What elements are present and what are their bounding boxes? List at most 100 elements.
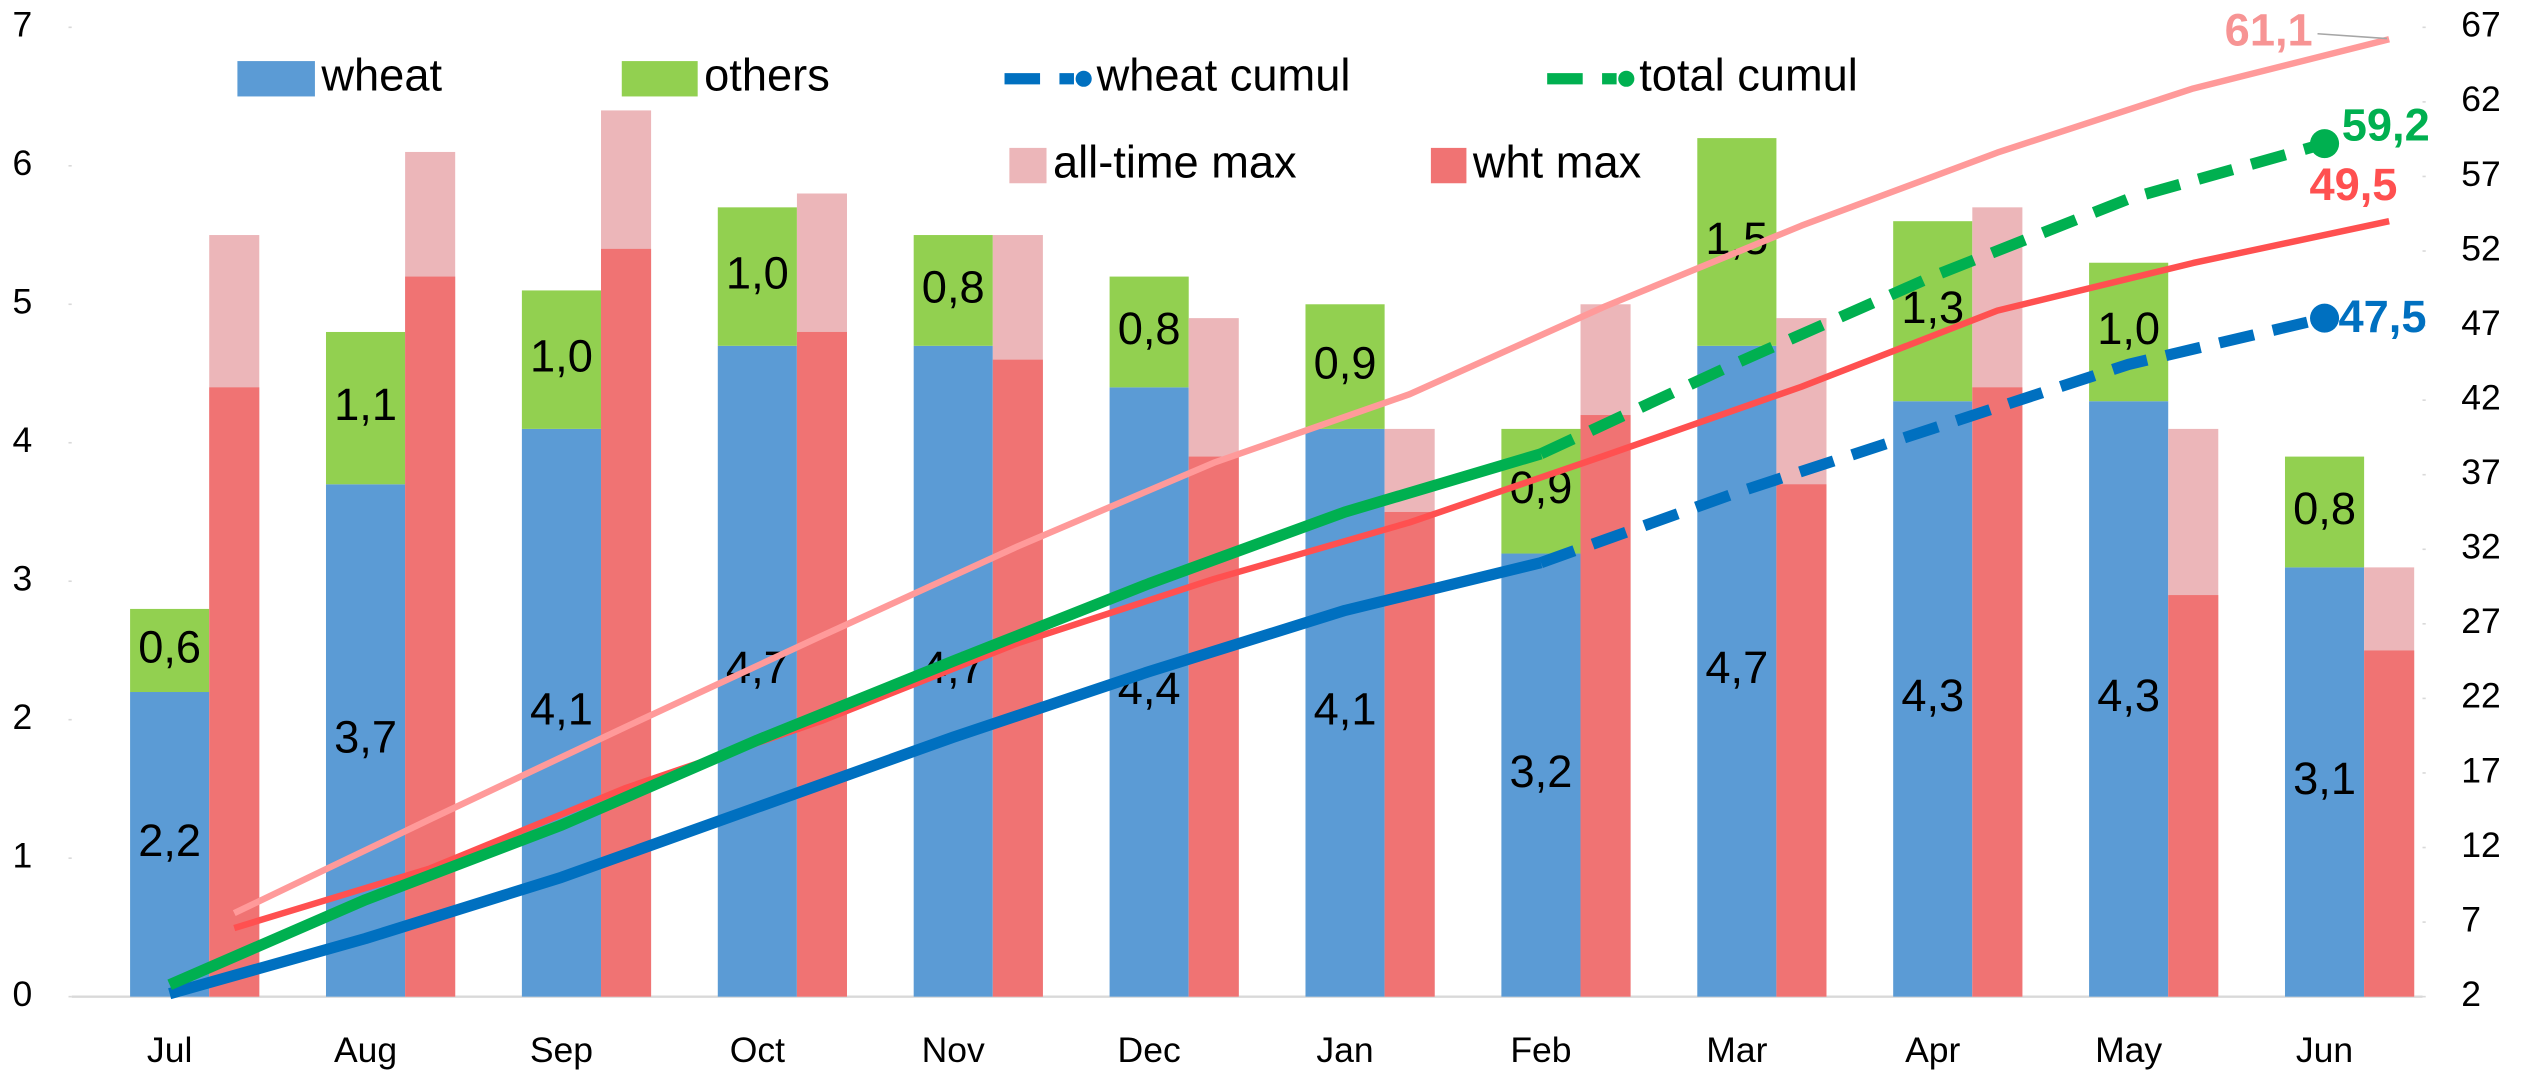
- y2-tick-label: 2: [2461, 974, 2481, 1014]
- legend-swatch: [621, 61, 698, 97]
- data-label: 4,7: [1705, 642, 1768, 693]
- x-tick-label: Jan: [1316, 1030, 1373, 1070]
- bar: [521, 290, 602, 429]
- data-label: 3,7: [334, 711, 397, 762]
- data-label: 4,1: [1314, 684, 1377, 735]
- bar: [2089, 401, 2169, 997]
- x-tick-label: Mar: [1706, 1030, 1767, 1070]
- legend-label: all-time max: [1053, 137, 1297, 188]
- y2-tick-label: 27: [2461, 601, 2501, 641]
- legend-label: wheat cumul: [1096, 50, 1351, 101]
- data-label: 1,5: [1705, 213, 1768, 264]
- bar: [1893, 401, 1973, 997]
- bar: [1972, 387, 2023, 997]
- legend-swatch: [1009, 147, 1047, 184]
- bar: [913, 235, 993, 346]
- bar: [992, 359, 1043, 997]
- line: [232, 36, 2390, 917]
- legend-swatch: [1618, 70, 1635, 87]
- y2-tick-label: 62: [2461, 79, 2501, 119]
- legend-label: total cumul: [1639, 50, 1858, 101]
- bar: [1188, 456, 1239, 997]
- data-label: 1,0: [2097, 303, 2160, 354]
- x-tick-label: Nov: [922, 1030, 985, 1070]
- annotation: 61,1: [2225, 5, 2313, 56]
- data-label: 3,1: [2293, 753, 2356, 804]
- y2-tick-label: 47: [2461, 303, 2501, 343]
- bar: [325, 331, 406, 485]
- bar: [796, 331, 847, 997]
- line: [1538, 138, 2327, 459]
- y-tick-label: 2: [13, 697, 33, 737]
- x-tick-label: Jun: [2296, 1030, 2353, 1070]
- bar: [1580, 415, 1631, 997]
- data-label: 0,9: [1314, 338, 1377, 389]
- legend-label: others: [704, 50, 830, 101]
- bar: [1109, 276, 1189, 388]
- data-label: 4,3: [1901, 670, 1964, 721]
- leader-line: [2317, 32, 2388, 40]
- bar: [405, 276, 456, 997]
- y2-tick-label: 67: [2461, 5, 2501, 45]
- annotation: 49,5: [2309, 159, 2397, 210]
- line: [1539, 312, 2326, 568]
- bar: [2168, 595, 2219, 997]
- annotation: 47,5: [2339, 291, 2427, 342]
- line: [167, 448, 1543, 990]
- legend-swatch: [1430, 147, 1467, 184]
- bar: [2364, 650, 2415, 997]
- y-tick-label: 5: [13, 282, 33, 322]
- data-label: 3,2: [1510, 746, 1573, 797]
- y2-tick-label: 12: [2461, 825, 2501, 865]
- y2-tick-label: 22: [2461, 676, 2501, 716]
- data-label: 1,1: [334, 379, 397, 430]
- bar: [1776, 484, 1827, 997]
- bar: [1501, 553, 1581, 997]
- data-label: 0,8: [1118, 303, 1181, 354]
- bar: [521, 428, 602, 997]
- bar: [717, 207, 797, 346]
- y2-tick-label: 42: [2461, 378, 2501, 418]
- line: [233, 218, 2390, 932]
- bar: [601, 248, 652, 997]
- x-tick-label: Jul: [147, 1030, 192, 1070]
- data-label: 4,3: [2097, 670, 2160, 721]
- x-tick-label: Oct: [730, 1030, 785, 1070]
- y2-tick-label: 32: [2461, 527, 2501, 567]
- bar: [717, 345, 797, 997]
- y-tick-label: 1: [13, 836, 33, 876]
- x-tick-label: Dec: [1118, 1030, 1181, 1070]
- data-label: 1,0: [530, 331, 593, 382]
- y2-tick-label: 7: [2461, 899, 2481, 939]
- legend-swatch: [1075, 70, 1092, 87]
- x-tick-label: May: [2095, 1030, 2162, 1070]
- data-label: 0,8: [2293, 483, 2356, 534]
- y-tick-label: 3: [13, 559, 33, 599]
- x-tick-label: Aug: [334, 1030, 397, 1070]
- end-marker: [2310, 129, 2340, 159]
- legend-label: wht max: [1472, 137, 1642, 188]
- annotation: 59,2: [2342, 100, 2430, 151]
- bar: [130, 692, 210, 997]
- data-label: 0,6: [138, 621, 201, 672]
- y-tick-label: 4: [13, 420, 33, 460]
- y-tick-label: 6: [13, 143, 33, 183]
- legend-swatch: [237, 61, 315, 97]
- bar: [1697, 345, 1777, 997]
- legend-label: wheat: [320, 50, 442, 101]
- x-tick-label: Feb: [1510, 1030, 1571, 1070]
- bar: [209, 387, 260, 997]
- y2-tick-label: 17: [2461, 750, 2501, 790]
- y-tick-label: 0: [13, 974, 33, 1014]
- x-tick-label: Apr: [1905, 1030, 1960, 1070]
- y-tick-label: 7: [13, 5, 33, 45]
- end-marker: [2310, 303, 2340, 333]
- line: [168, 557, 1543, 1000]
- data-label: 1,0: [726, 248, 789, 299]
- y2-tick-label: 52: [2461, 228, 2501, 268]
- bar: [1893, 221, 1973, 402]
- bar: [2284, 456, 2365, 568]
- y2-tick-label: 57: [2461, 154, 2501, 194]
